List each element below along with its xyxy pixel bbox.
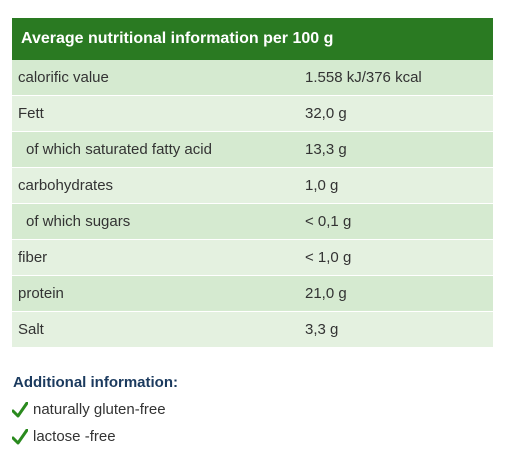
nutrition-table: calorific value 1.558 kJ/376 kcal Fett 32,0… — [12, 60, 493, 348]
table-row: of which sugars < 0,1 g — [12, 204, 493, 239]
table-row: fiber < 1,0 g — [12, 240, 493, 275]
row-label: fiber — [18, 249, 48, 266]
row-value: 21,0 g — [305, 285, 347, 302]
info-item: lactose -free — [12, 428, 116, 445]
row-value: < 1,0 g — [305, 249, 352, 266]
row-label: calorific value — [18, 69, 109, 86]
row-value: 3,3 g — [305, 321, 339, 338]
row-label: Fett — [18, 105, 44, 122]
table-row: Salt 3,3 g — [12, 312, 493, 347]
row-value: 1.558 kJ/376 kcal — [305, 69, 422, 86]
row-label: of which sugars — [26, 213, 131, 230]
check-icon — [12, 401, 28, 417]
table-row: calorific value 1.558 kJ/376 kcal — [12, 60, 493, 95]
table-row: carbohydrates 1,0 g — [12, 168, 493, 203]
row-label: Salt — [18, 321, 44, 338]
check-icon — [12, 428, 28, 444]
row-value: < 0,1 g — [305, 213, 352, 230]
table-row: Fett 32,0 g — [12, 96, 493, 131]
table-header: Average nutritional information per 100 … — [12, 18, 493, 60]
row-label: of which saturated fatty acid — [26, 141, 212, 158]
additional-title: Additional information: — [13, 374, 178, 391]
info-item: naturally gluten-free — [12, 401, 166, 418]
row-label: protein — [18, 285, 64, 302]
row-label: carbohydrates — [18, 177, 114, 194]
info-text: naturally gluten-free — [33, 401, 166, 418]
row-value: 1,0 g — [305, 177, 339, 194]
table-row: of which saturated fatty acid 13,3 g — [12, 132, 493, 167]
info-text: lactose -free — [33, 428, 116, 445]
row-value: 32,0 g — [305, 105, 347, 122]
row-value: 13,3 g — [305, 141, 347, 158]
table-row: protein 21,0 g — [12, 276, 493, 311]
